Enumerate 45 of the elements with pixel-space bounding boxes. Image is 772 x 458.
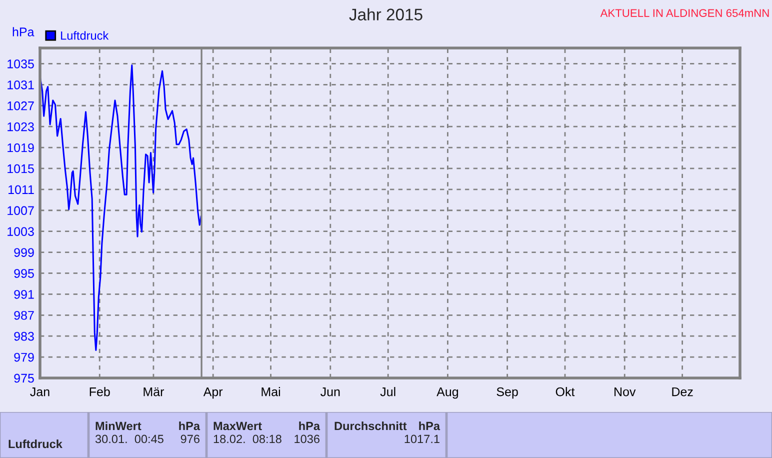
x-tick-label: Nov — [614, 387, 636, 396]
text: Luftdruck — [8, 439, 62, 448]
x-tick-label: Feb — [90, 387, 110, 396]
y-tick-label: 1019 — [8, 143, 34, 152]
y-axis-title: hPa — [12, 27, 34, 36]
text: hPa — [299, 421, 320, 430]
text: 1017.1 — [404, 434, 440, 444]
text: MaxWert — [214, 422, 262, 430]
chart-subtitle: AKTUELL IN ALDINGEN 654mNN — [600, 9, 769, 17]
y-tick-label: 991 — [14, 290, 34, 299]
x-tick-label: Apr — [203, 387, 223, 399]
y-tick-label: 1003 — [8, 227, 34, 236]
x-tick-label: Dez — [672, 387, 693, 396]
text: 18.02. 08:18 — [214, 434, 282, 444]
text: 976 — [180, 434, 200, 444]
text: hPa — [419, 421, 440, 430]
y-tick-label: 983 — [14, 332, 34, 341]
y-tick-label: 999 — [14, 248, 34, 257]
x-tick-label: Aug — [436, 387, 458, 399]
x-tick-label: Jun — [320, 387, 340, 396]
x-tick-label: Mär — [144, 387, 164, 396]
text: Durchschnitt — [334, 421, 407, 430]
x-tick-label: Sep — [496, 387, 518, 399]
x-tick-label: Jul — [380, 387, 396, 396]
y-tick-label: 1015 — [8, 164, 34, 174]
text: 30.01. 00:45 — [95, 434, 164, 444]
y-tick-label: 1011 — [8, 185, 34, 194]
x-tick-label: Mai — [262, 387, 280, 396]
y-tick-label: 1035 — [8, 60, 34, 68]
legend-label: Luftdruck — [61, 31, 109, 40]
text: 1036 — [294, 434, 320, 444]
x-tick-label: Okt — [556, 387, 575, 396]
text: hPa — [179, 421, 200, 430]
text: MinWert — [96, 421, 142, 430]
y-tick-label: 1023 — [8, 122, 34, 132]
y-tick-label: 995 — [14, 269, 34, 278]
y-tick-label: 979 — [14, 352, 34, 362]
chart-title: Jahr 2015 — [349, 8, 422, 20]
x-tick-label: Jan — [30, 387, 50, 396]
line-series — [40, 64, 202, 352]
y-tick-label: 1027 — [8, 101, 34, 110]
y-tick-label: 987 — [14, 310, 34, 320]
y-tick-label: 975 — [14, 374, 34, 383]
y-tick-label: 1007 — [8, 206, 34, 216]
y-tick-label: 1031 — [8, 80, 34, 90]
